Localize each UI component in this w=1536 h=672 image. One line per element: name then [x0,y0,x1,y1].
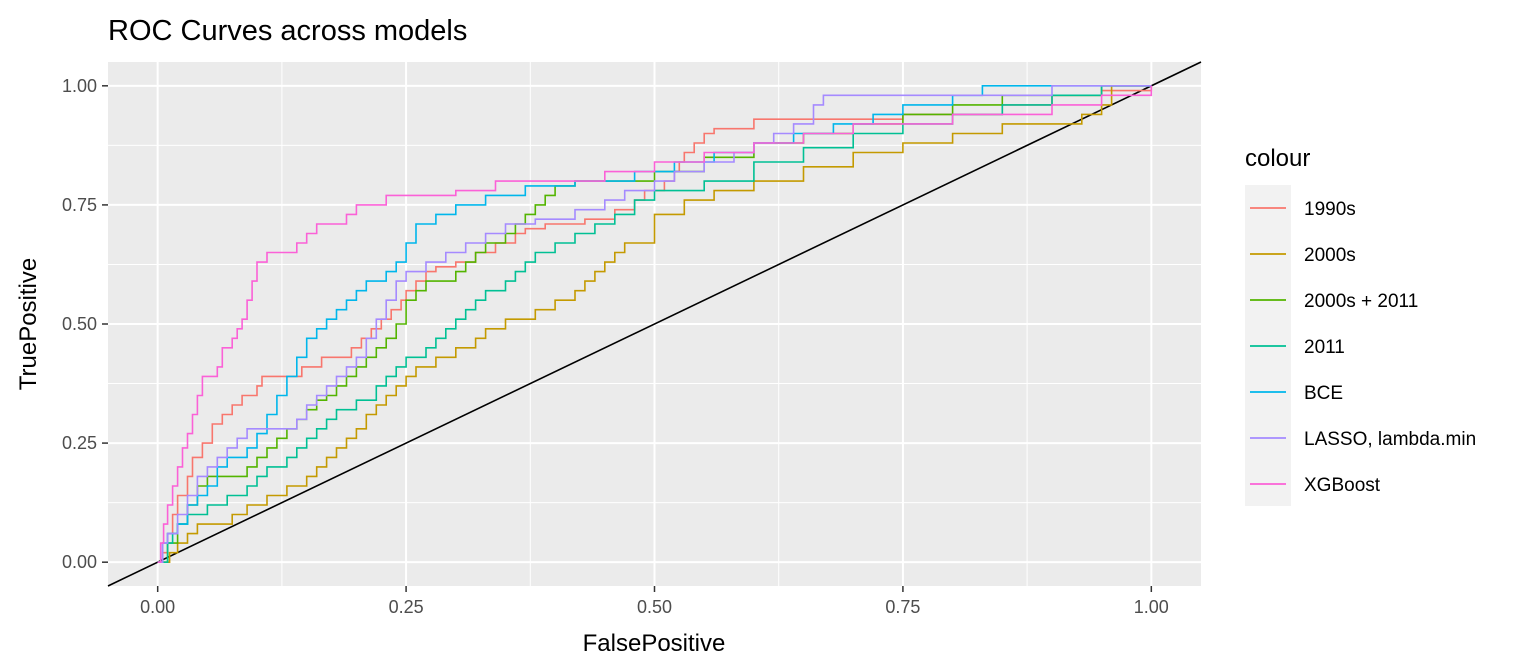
y-tick-label: 0.50 [62,314,97,334]
y-axis-title: TruePositive [15,258,42,391]
legend-label-1: 2000s [1304,245,1356,266]
legend-label-2: 2000s + 2011 [1304,291,1418,312]
x-tick-label: 0.50 [637,597,672,617]
y-axis-ticks: 0.00 0.25 0.50 0.75 1.00 [62,76,108,572]
y-tick-label: 1.00 [62,76,97,96]
chart-title: ROC Curves across models [108,15,467,47]
series-line-1 [157,85,1152,563]
series-line-6 [157,85,1153,563]
x-axis-ticks: 0.00 0.25 0.50 0.75 1.00 [140,586,1169,617]
legend-items: 1990s 2000s 2000s + 2011 2011 BCE LASSO, lamb… [1250,199,1476,496]
y-tick-label: 0.75 [62,195,97,215]
diagonal-reference-line [107,61,1202,587]
x-tick-label: 0.25 [389,597,424,617]
legend-label-5: LASSO, lambda.min [1304,429,1476,450]
legend-label-0: 1990s [1304,199,1356,220]
y-tick-label: 0.25 [62,433,97,453]
y-tick-label: 0.00 [62,552,97,572]
legend-label-4: BCE [1304,383,1343,404]
legend-label-6: XGBoost [1304,475,1381,496]
x-tick-label: 0.75 [885,597,920,617]
x-tick-label: 1.00 [1134,597,1169,617]
reference-line [107,61,1202,587]
x-tick-label: 0.00 [140,597,175,617]
x-axis-title: FalsePositive [583,630,726,657]
legend-label-3: 2011 [1304,337,1345,358]
series-line-2 [157,85,1152,563]
legend: colour 1990s 2000s 2000s + 2011 2011 BCE LASS… [1245,145,1476,506]
series-line-3 [157,85,1152,563]
legend-title: colour [1245,145,1310,172]
series-lines [157,85,1153,563]
